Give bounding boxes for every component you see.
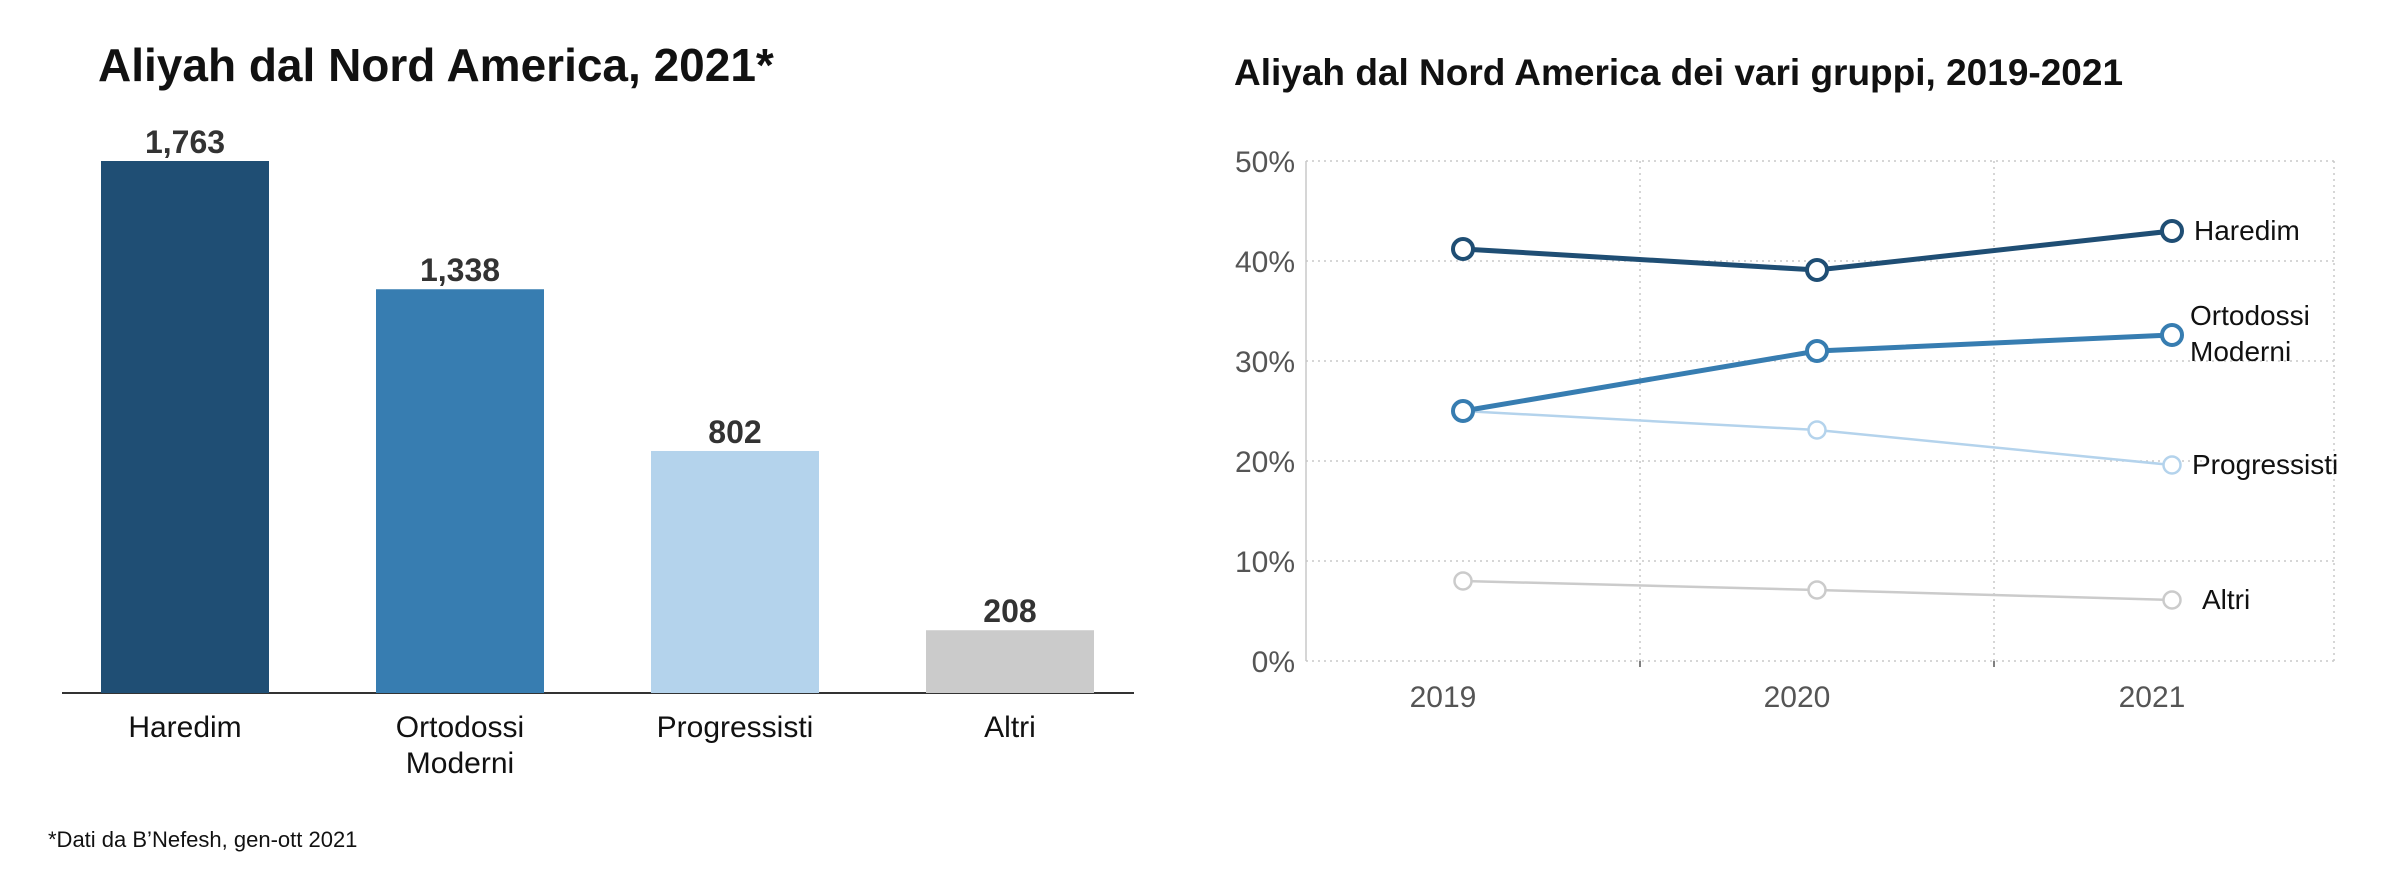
y-tick-label: 10% [1235, 546, 1295, 579]
x-tick-label: 2021 [2119, 681, 2186, 714]
series-label: Altri [2202, 584, 2250, 615]
y-tick-label: 30% [1235, 346, 1295, 379]
series-label: Haredim [2194, 215, 2300, 246]
y-tick-label: 20% [1235, 446, 1295, 479]
bar-chart: 1,763 Haredim 1,338 Ortodossi Moderni 802 Prog… [62, 124, 1134, 780]
bar-value-label: 1,763 [145, 124, 225, 160]
data-point [1805, 258, 1829, 282]
footnote: *Dati da B’Nefesh, gen-ott 2021 [48, 827, 358, 852]
series-label: Ortodossi Moderni [2190, 300, 2310, 367]
bar-value-label: 802 [708, 414, 761, 450]
y-tick-label: 50% [1235, 146, 1295, 179]
data-point [2160, 323, 2184, 347]
bar [376, 289, 544, 693]
category-label: Haredim [128, 711, 241, 744]
data-point [1807, 420, 1827, 440]
bar [651, 450, 819, 693]
bar [101, 161, 269, 693]
y-tick-label: 0% [1252, 646, 1295, 679]
data-point [2162, 590, 2182, 610]
data-point [1453, 571, 1473, 591]
line-chart: 0% 10% 20% 30% 40% 50% 2019 2020 2021 Haredim Orto… [1235, 146, 2338, 714]
series-label: Progressisti [2192, 449, 2338, 480]
category-label: Ortodossi Moderni [396, 711, 524, 780]
data-point [1451, 399, 1475, 423]
line-chart-title: Aliyah dal Nord America dei vari gruppi,… [1234, 52, 2124, 93]
bar-chart-title: Aliyah dal Nord America, 2021* [98, 39, 774, 91]
bar-value-label: 208 [983, 593, 1036, 629]
y-tick-label: 40% [1235, 246, 1295, 279]
data-point [2162, 455, 2182, 475]
x-tick-label: 2020 [1764, 681, 1831, 714]
data-point [1451, 237, 1475, 261]
bar-chart-panel: Aliyah dal Nord America, 2021* 1,763 Hare… [0, 0, 1180, 886]
bar [926, 630, 1094, 693]
bar-value-label: 1,338 [420, 252, 500, 288]
data-point [1805, 339, 1829, 363]
line-chart-panel: Aliyah dal Nord America dei vari gruppi,… [1180, 0, 2386, 886]
data-point [2160, 219, 2184, 243]
x-tick-label: 2019 [1410, 681, 1477, 714]
category-label: Progressisti [657, 711, 814, 744]
category-label: Altri [984, 711, 1036, 744]
data-point [1807, 580, 1827, 600]
